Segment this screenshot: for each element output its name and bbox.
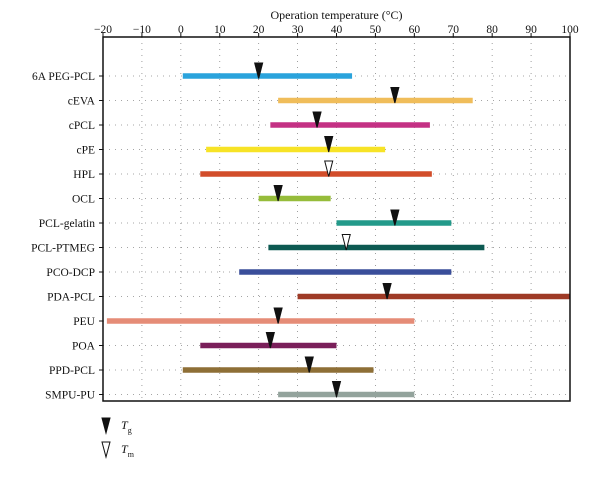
category-label: OCL xyxy=(72,194,95,206)
tg-marker xyxy=(324,136,334,153)
bar xyxy=(106,318,415,324)
tg-marker xyxy=(273,185,283,202)
tg-marker xyxy=(273,307,283,324)
bar xyxy=(268,244,485,251)
x-tick-label: 70 xyxy=(448,24,460,36)
x-tick-label: 10 xyxy=(214,24,226,36)
legend-tg-marker xyxy=(101,417,111,435)
x-tick-label: 40 xyxy=(331,24,343,36)
tm-marker xyxy=(341,234,351,251)
x-tick-label: 100 xyxy=(561,24,579,36)
x-tick-label: 60 xyxy=(409,24,421,36)
legend: Tg Tm xyxy=(101,417,135,459)
tg-marker xyxy=(254,62,264,79)
category-labels: 6A PEG-PCL cEVA cPCL cPE HPL OCL PCL-gelatin PC… xyxy=(31,71,96,402)
bar xyxy=(278,391,415,398)
legend-label: Tm xyxy=(121,442,135,459)
tm-marker xyxy=(324,160,334,177)
bar xyxy=(278,97,473,104)
category-label: cEVA xyxy=(68,96,96,108)
category-label: PEU xyxy=(73,316,95,328)
category-label: HPL xyxy=(73,169,95,181)
markers xyxy=(254,62,400,398)
category-label: POA xyxy=(72,341,96,353)
category-label: PDA-PCL xyxy=(47,292,95,304)
tg-marker xyxy=(312,111,322,128)
x-tick-label: 30 xyxy=(292,24,304,36)
plot-frame xyxy=(102,36,571,402)
legend-label: Tg xyxy=(121,418,132,435)
category-label: PCL-gelatin xyxy=(39,218,95,230)
category-label: 6A PEG-PCL xyxy=(32,71,95,83)
category-label: cPE xyxy=(76,145,95,157)
x-tick-label: 20 xyxy=(253,24,265,36)
bars xyxy=(106,73,570,398)
bar xyxy=(297,293,570,300)
category-label: PCL-PTMEG xyxy=(31,243,95,255)
x-tick-label: 90 xyxy=(525,24,537,36)
x-tick-label: −10 xyxy=(133,24,151,36)
bar xyxy=(270,122,430,128)
bar xyxy=(258,195,331,202)
bar xyxy=(182,73,353,79)
legend-tm-marker xyxy=(101,441,111,459)
category-label: PPD-PCL xyxy=(49,365,95,377)
bar xyxy=(206,146,386,153)
category-label: cPCL xyxy=(69,120,95,132)
bar xyxy=(182,367,374,373)
bar xyxy=(200,171,432,177)
tg-marker xyxy=(331,381,342,398)
x-tick-label: −20 xyxy=(94,24,112,36)
tg-marker xyxy=(304,356,314,373)
grid-lines xyxy=(103,37,570,401)
category-label: SMPU-PU xyxy=(45,390,96,402)
x-tick-label: 50 xyxy=(370,24,382,36)
x-tick-label: 0 xyxy=(178,24,184,36)
x-tick-label: 80 xyxy=(486,24,498,36)
tg-marker xyxy=(382,283,392,300)
tg-marker xyxy=(390,209,400,226)
bar xyxy=(200,342,337,349)
tg-marker xyxy=(265,332,275,349)
bar xyxy=(239,269,452,275)
tg-marker xyxy=(390,87,400,104)
category-label: PCO-DCP xyxy=(46,267,95,279)
x-axis-title: Operation temperature (°C) xyxy=(270,8,402,22)
